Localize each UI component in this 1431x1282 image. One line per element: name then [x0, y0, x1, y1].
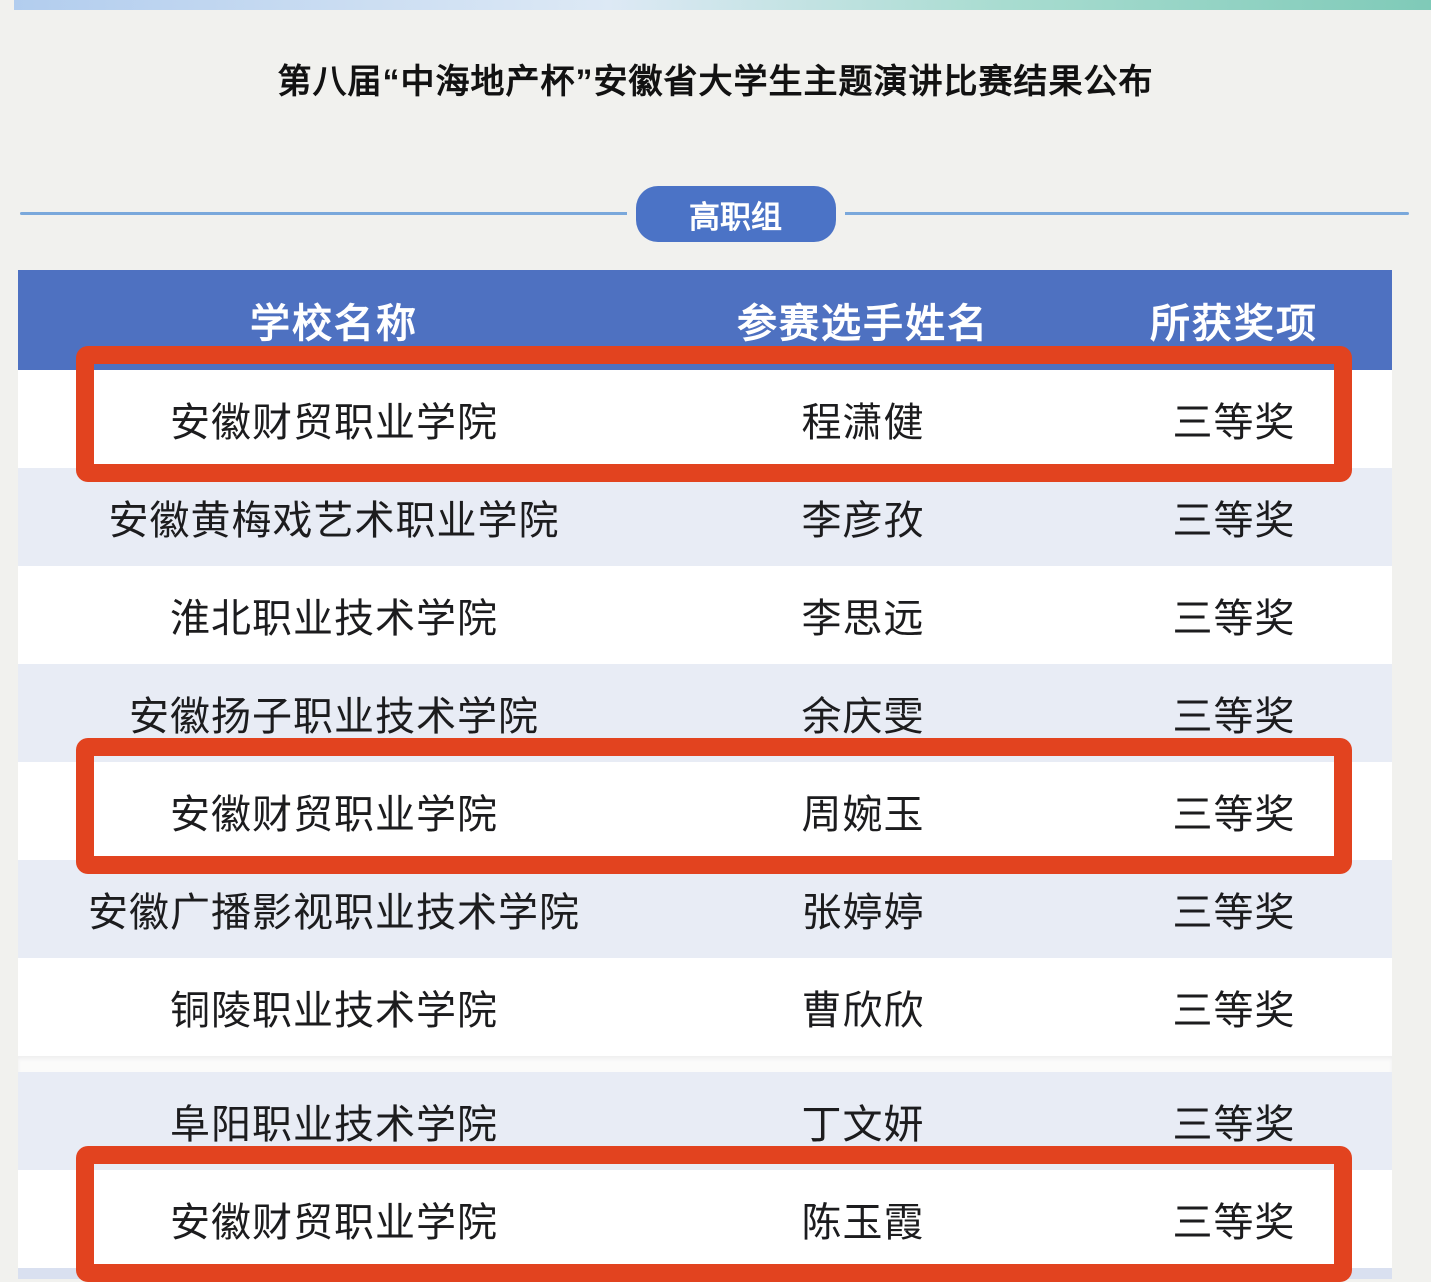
page-title: 第八届“中海地产杯”安徽省大学生主题演讲比赛结果公布 [277, 63, 1154, 101]
award-cell: 三等奖 [1172, 401, 1296, 445]
table-body: 安徽财贸职业学院 程潇健 三等奖 安徽黄梅戏艺术职业学院 李彦孜 三等奖 淮北职… [18, 346, 1392, 1282]
top-accent-bar [14, 0, 1431, 10]
contestant-cell: 丁文妍 [801, 1103, 925, 1147]
contestant-cell: 周婉玉 [801, 793, 925, 837]
table-row: 安徽财贸职业学院 程潇健 三等奖 [18, 346, 1392, 482]
school-cell: 安徽财贸职业学院 [170, 793, 499, 837]
header-school: 学校名称 [250, 302, 419, 346]
table-row: 淮北职业技术学院 李思远 三等奖 [18, 566, 1392, 664]
award-cell: 三等奖 [1172, 793, 1296, 837]
table-row: 安徽广播影视职业技术学院 张婷婷 三等奖 [18, 860, 1392, 958]
award-cell: 三等奖 [1172, 499, 1296, 543]
award-cell: 三等奖 [1172, 695, 1296, 739]
contestant-cell: 张婷婷 [801, 891, 925, 935]
header-award: 所获奖项 [1149, 302, 1318, 346]
table-row: 安徽扬子职业技术学院 余庆雯 三等奖 [18, 664, 1392, 762]
table-row: 安徽财贸职业学院 陈玉霞 三等奖 [18, 1146, 1392, 1282]
contestant-cell: 余庆雯 [801, 695, 925, 739]
school-cell: 安徽扬子职业技术学院 [129, 695, 540, 739]
school-cell: 安徽广播影视职业技术学院 [88, 891, 581, 935]
table-row: 铜陵职业技术学院 曹欣欣 三等奖 [18, 958, 1392, 1056]
award-cell: 三等奖 [1172, 1201, 1296, 1245]
contestant-cell: 陈玉霞 [801, 1201, 925, 1245]
section-divider: 高职组 [0, 186, 1431, 244]
table-row: 阜阳职业技术学院 丁文妍 三等奖 [18, 1072, 1392, 1170]
award-cell: 三等奖 [1172, 989, 1296, 1033]
award-cell: 三等奖 [1172, 597, 1296, 641]
school-cell: 铜陵职业技术学院 [170, 989, 499, 1033]
row-section-gap [18, 1056, 1392, 1072]
group-badge: 高职组 [635, 186, 836, 242]
table-row: 安徽黄梅戏艺术职业学院 李彦孜 三等奖 [18, 468, 1392, 566]
results-table: 学校名称 参赛选手姓名 所获奖项 安徽财贸职业学院 程潇健 三等奖 安徽黄梅戏艺… [18, 270, 1392, 1282]
award-cell: 三等奖 [1172, 891, 1296, 935]
table-row: 安徽财贸职业学院 周婉玉 三等奖 [18, 738, 1392, 874]
contestant-cell: 李思远 [801, 597, 925, 641]
contestant-cell: 程潇健 [801, 401, 925, 445]
next-row-peek [18, 1268, 1392, 1279]
school-cell: 安徽黄梅戏艺术职业学院 [108, 499, 560, 543]
contestant-cell: 曹欣欣 [801, 989, 925, 1033]
school-cell: 安徽财贸职业学院 [170, 401, 499, 445]
school-cell: 阜阳职业技术学院 [170, 1103, 499, 1147]
school-cell: 安徽财贸职业学院 [170, 1201, 499, 1245]
school-cell: 淮北职业技术学院 [170, 597, 499, 641]
award-cell: 三等奖 [1172, 1103, 1296, 1147]
table-header-row: 学校名称 参赛选手姓名 所获奖项 [18, 270, 1392, 370]
header-contestant: 参赛选手姓名 [737, 302, 989, 346]
contestant-cell: 李彦孜 [801, 499, 925, 543]
